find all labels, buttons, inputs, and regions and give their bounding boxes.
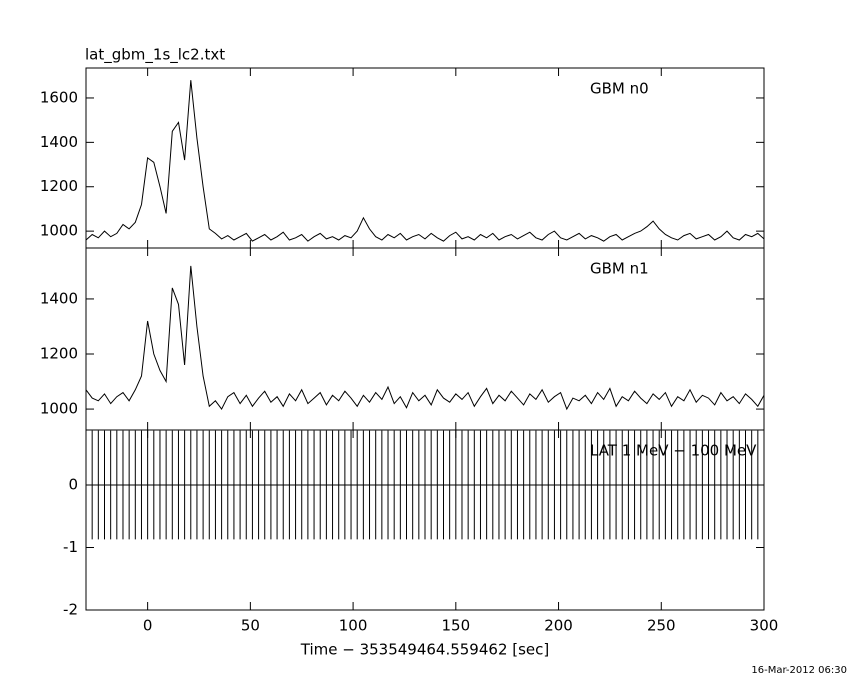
series-label: GBM n0 bbox=[590, 80, 649, 98]
y-tick-label: 1600 bbox=[40, 88, 78, 106]
x-tick-label: 150 bbox=[441, 617, 470, 635]
y-tick-label: 1200 bbox=[40, 345, 78, 363]
y-tick-label: 1000 bbox=[40, 400, 78, 418]
y-tick-label: 1400 bbox=[40, 289, 78, 307]
y-tick-label: -2 bbox=[63, 601, 78, 619]
chart-title: lat_gbm_1s_lc2.txt bbox=[85, 46, 225, 65]
panel-frame bbox=[85, 247, 765, 431]
y-tick-label: 1200 bbox=[40, 177, 78, 195]
series-label: LAT 1 MeV − 100 MeV bbox=[590, 442, 757, 460]
x-axis-label: Time − 353549464.559462 [sec] bbox=[300, 641, 550, 659]
series-label: GBM n1 bbox=[590, 260, 649, 278]
y-tick-label: 1000 bbox=[40, 222, 78, 240]
timestamp: 16-Mar-2012 06:30 bbox=[751, 665, 847, 676]
series-line bbox=[85, 265, 765, 411]
series-line bbox=[85, 80, 765, 242]
x-tick-label: 250 bbox=[647, 617, 676, 635]
y-tick-label: 0 bbox=[68, 476, 78, 494]
x-tick-label: 200 bbox=[544, 617, 573, 635]
x-tick-label: 100 bbox=[339, 617, 368, 635]
panel-frame bbox=[85, 67, 765, 249]
x-tick-label: 50 bbox=[241, 617, 260, 635]
x-tick-label: 300 bbox=[750, 617, 779, 635]
y-tick-label: -1 bbox=[63, 538, 78, 556]
x-tick-label: 0 bbox=[143, 617, 153, 635]
y-tick-label: 1400 bbox=[40, 133, 78, 151]
